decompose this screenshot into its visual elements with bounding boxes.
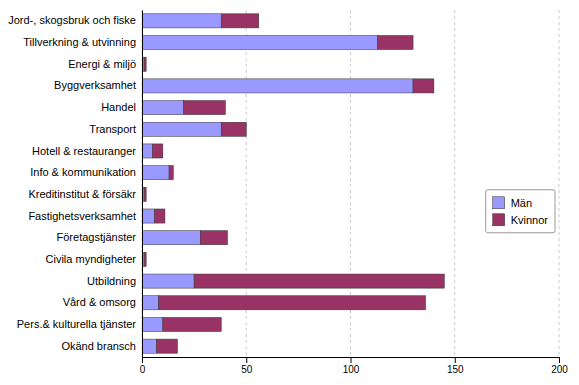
bar <box>142 122 221 136</box>
tick-label: Byggverksamhet <box>54 79 136 91</box>
y-tick: Utbildning <box>87 275 142 287</box>
bar <box>142 101 184 115</box>
y-tick: Byggverksamhet <box>54 79 142 91</box>
tick-label: Pers.& kulturella tjänster <box>17 318 137 330</box>
tick-label: 100 <box>343 364 360 375</box>
tick-mark <box>142 357 143 363</box>
legend-item: Kvinnor <box>493 214 549 226</box>
tick-label: Jord-, skogsbruk och fiske <box>8 14 136 26</box>
y-tick: Vård & omsorg <box>63 296 142 308</box>
bar <box>142 209 155 223</box>
bar <box>200 231 227 245</box>
tick-label: 0 <box>140 364 146 375</box>
bar <box>413 79 434 93</box>
bar <box>221 14 259 28</box>
bar <box>155 209 165 223</box>
bar <box>157 339 178 353</box>
tick-label: Vård & omsorg <box>63 296 136 308</box>
y-tick: Tillverkning & utvinning <box>23 36 142 48</box>
bar-series <box>144 14 444 353</box>
axis-line <box>142 11 143 358</box>
x-tick: 50 <box>241 357 253 375</box>
axis-line <box>143 358 560 364</box>
bar <box>184 101 226 115</box>
bar <box>144 57 146 71</box>
bar <box>152 144 162 158</box>
legend-frame <box>486 190 555 233</box>
y-tick: Handel <box>101 101 142 113</box>
legend: Män Kvinnor <box>486 190 555 233</box>
legend-swatch <box>493 214 505 226</box>
tick-label: Transport <box>89 123 136 135</box>
bar <box>169 166 173 180</box>
plot-area: 0 50 100 150 200 Jord-, skogsbruk och fiske Ti… <box>8 10 568 375</box>
bar <box>142 166 169 180</box>
y-tick: Kreditinstitut & försäkr <box>28 188 142 200</box>
y-tick: Civila myndigheter <box>46 253 142 265</box>
tick-label: 150 <box>447 364 464 375</box>
bar <box>142 79 413 93</box>
tick-label: Hotell & restauranger <box>32 144 136 156</box>
bar <box>142 339 157 353</box>
x-tick: 0 <box>140 357 146 375</box>
x-axis: 0 50 100 150 200 <box>140 357 569 375</box>
bar <box>163 317 221 331</box>
legend-label: Kvinnor <box>511 214 549 226</box>
bar <box>221 122 246 136</box>
tick-label: 200 <box>551 364 568 375</box>
y-tick: Fastighetsverksamhet <box>28 210 142 222</box>
y-tick: Pers.& kulturella tjänster <box>17 318 142 330</box>
tick-label: Handel <box>101 101 136 113</box>
y-tick: Företagstjänster <box>57 231 142 243</box>
tick-label: Okänd bransch <box>61 340 136 352</box>
y-axis: Jord-, skogsbruk och fiske Tillverkning &… <box>8 11 142 358</box>
bar <box>142 274 194 288</box>
y-tick: Jord-, skogsbruk och fiske <box>8 14 142 26</box>
legend-label: Män <box>511 197 532 209</box>
legend-swatch <box>493 197 505 209</box>
tick-label: Kreditinstitut & försäkr <box>28 188 136 200</box>
tick-mark <box>246 357 247 363</box>
bar <box>142 231 200 245</box>
tick-label: Fastighetsverksamhet <box>28 210 136 222</box>
x-tick: 150 <box>447 357 464 375</box>
tick-label: Civila myndigheter <box>46 253 137 265</box>
y-tick: Transport <box>89 123 142 135</box>
y-tick: Energi & miljö <box>68 58 142 70</box>
grid-line <box>454 10 455 357</box>
bar <box>142 317 163 331</box>
bar <box>378 35 413 49</box>
bar <box>194 274 444 288</box>
bar <box>142 35 378 49</box>
bar <box>142 296 159 310</box>
tick-mark <box>351 357 352 363</box>
tick-label: Tillverkning & utvinning <box>23 36 136 48</box>
bar <box>144 252 146 266</box>
tick-label: Info & kommunikation <box>30 166 136 178</box>
tick-label: Företagstjänster <box>57 231 137 243</box>
bar <box>159 296 426 310</box>
bars <box>142 14 444 353</box>
tick-label: Utbildning <box>87 275 136 287</box>
grid-line <box>559 10 560 357</box>
tick-mark <box>559 357 560 363</box>
tick-label: Energi & miljö <box>68 58 136 70</box>
grid <box>142 10 559 357</box>
bar <box>144 187 146 201</box>
chart-svg: 0 50 100 150 200 Jord-, skogsbruk och fiske Ti… <box>0 0 579 385</box>
tick-mark <box>455 357 456 363</box>
chart-container: 0 50 100 150 200 Jord-, skogsbruk och fiske Ti… <box>0 0 579 385</box>
x-tick: 100 <box>343 357 360 375</box>
bar <box>142 14 221 28</box>
legend-item: Män <box>493 197 532 209</box>
x-tick: 200 <box>551 357 568 375</box>
y-tick: Hotell & restauranger <box>32 144 142 156</box>
y-tick: Okänd bransch <box>61 340 142 352</box>
tick-label: 50 <box>241 364 253 375</box>
y-tick: Info & kommunikation <box>30 166 142 178</box>
bar <box>142 144 152 158</box>
grid-line <box>142 10 143 357</box>
